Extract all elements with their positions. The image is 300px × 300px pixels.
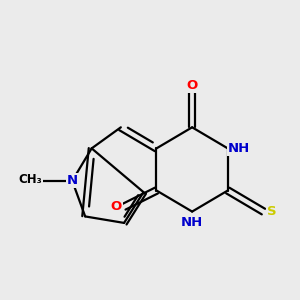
Text: CH₃: CH₃	[18, 173, 42, 186]
Text: N: N	[67, 174, 78, 187]
Text: NH: NH	[181, 216, 203, 230]
Text: O: O	[110, 200, 122, 213]
Text: NH: NH	[228, 142, 250, 155]
Text: S: S	[267, 205, 276, 218]
Text: O: O	[187, 79, 198, 92]
